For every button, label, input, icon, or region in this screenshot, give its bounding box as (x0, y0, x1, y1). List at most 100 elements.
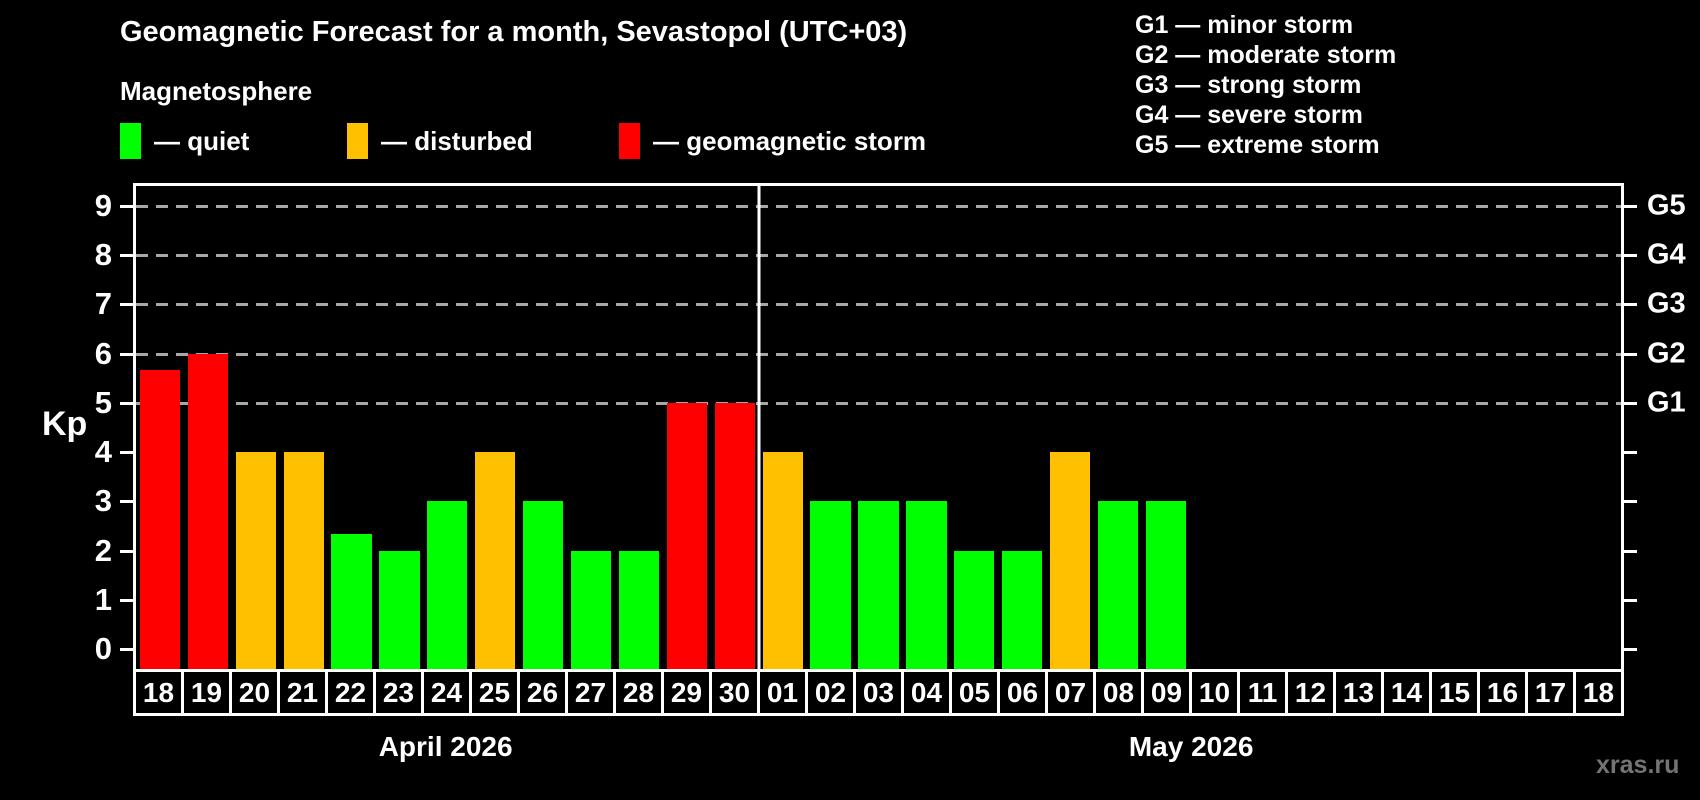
kp-bar (570, 550, 612, 669)
month-label-april: April 2026 (378, 731, 513, 762)
kp-bar (618, 550, 660, 669)
watermark-link[interactable]: xras.ru (1596, 751, 1680, 779)
kp-bar (1145, 501, 1187, 669)
kp-bar (1097, 501, 1139, 669)
g-axis-label: G1 (1647, 386, 1686, 419)
day-label-cell: 29 (664, 672, 712, 713)
chart-title: Geomagnetic Forecast for a month, Sevast… (120, 16, 908, 48)
g-legend-item: G5 — extreme storm (1135, 131, 1380, 159)
y-axis-label: 3 (94, 483, 112, 519)
quiet-swatch-icon (120, 123, 141, 159)
kp-bar (954, 550, 995, 669)
kp-bar (139, 369, 181, 669)
kp-bar (187, 353, 228, 669)
legend-item-storm: — geomagnetic storm (619, 120, 926, 162)
kp-bar (331, 534, 372, 669)
g-axis-label: G5 (1647, 189, 1686, 222)
storm-swatch-icon (619, 123, 640, 159)
g-axis-tick (1624, 303, 1637, 307)
kp-bar (810, 501, 851, 669)
gridline-kp-6 (136, 352, 1621, 356)
day-label-cell: 25 (472, 672, 520, 713)
plot-area: 0 1 2 3 4 5 6 7 8 9 G1 G2 G3 G4 G5 (95, 183, 1686, 669)
kp-bar (858, 501, 899, 669)
y-axis-label: 7 (94, 286, 112, 322)
kp-bar (666, 402, 707, 669)
y-axis-tick (120, 303, 133, 307)
day-label-cell: 09 (1144, 672, 1192, 713)
kp-bar (1049, 452, 1091, 669)
day-label-cell: 21 (280, 672, 328, 713)
g-axis-label: G4 (1647, 238, 1686, 271)
kp-bar (906, 501, 947, 669)
day-label-cell: 01 (760, 672, 808, 713)
y-axis-label: 0 (94, 631, 112, 667)
y-axis-tick (120, 204, 133, 208)
y-axis-label: 2 (94, 532, 112, 568)
day-label-cell: 18 (1582, 676, 1615, 708)
g-legend-item: G2 — moderate storm (1135, 41, 1397, 69)
gridline-kp-9 (136, 204, 1621, 208)
kp-bar (714, 402, 755, 669)
day-label-cell: 14 (1384, 672, 1432, 713)
day-label-cell: 22 (328, 672, 376, 713)
g-axis-tick (1624, 352, 1637, 356)
magnetosphere-legend: — quiet — disturbed — geomagnetic storm (120, 120, 1080, 162)
legend-item-label: — geomagnetic storm (653, 125, 927, 156)
y-axis-tick (120, 599, 133, 602)
y-axis-tick (120, 352, 133, 356)
day-label-cell: 12 (1288, 672, 1336, 713)
legend-item-label: — disturbed (381, 125, 533, 156)
y-axis-label: 4 (94, 434, 112, 470)
legend-item-label: — quiet (154, 125, 250, 156)
y-axis-tick (120, 451, 133, 455)
g-legend-item: G3 — strong storm (1135, 71, 1362, 99)
y-axis-label: 5 (94, 384, 112, 420)
day-label-cell: 20 (232, 672, 280, 713)
y-axis-label: 8 (94, 237, 112, 272)
day-label-cell: 10 (1192, 672, 1240, 713)
day-label-cell: 11 (1240, 672, 1288, 713)
g-axis-tick (1624, 500, 1637, 504)
g-axis-tick (1624, 451, 1637, 455)
day-label-cell: 28 (616, 672, 664, 713)
g-axis-tick (1624, 204, 1637, 208)
day-label-cell: 03 (856, 672, 904, 713)
y-axis-tick (120, 401, 133, 405)
y-axis-label: 9 (94, 187, 112, 223)
kp-bar (523, 501, 564, 669)
g-axis-tick (1624, 401, 1637, 405)
month-separator (757, 186, 761, 669)
day-label-cell: 17 (1528, 672, 1576, 713)
day-label-cell: 04 (904, 672, 952, 713)
kp-axis-title: Kp (42, 405, 88, 443)
day-label-cell: 30 (712, 672, 760, 713)
day-label-cell: 16 (1480, 672, 1528, 713)
day-label-cell: 13 (1336, 672, 1384, 713)
day-label-cell: 24 (424, 672, 472, 713)
disturbed-swatch-icon (347, 123, 368, 159)
g-scale-legend: G1 — minor storm G2 — moderate storm G3 — … (1135, 10, 1396, 160)
y-axis-tick (120, 500, 133, 504)
day-label-cell: 15 (1432, 672, 1480, 713)
chart-subtitle: Magnetosphere (120, 76, 313, 106)
day-label-cell: 26 (520, 672, 568, 713)
kp-bar (235, 452, 276, 669)
y-axis-tick (120, 648, 133, 652)
gridline-kp-5 (136, 401, 1621, 405)
day-label-cell: 27 (568, 672, 616, 713)
y-axis-tick (120, 549, 133, 553)
day-label-cell: 02 (808, 672, 856, 713)
day-label-cell: 08 (1096, 672, 1144, 713)
y-axis-label: 6 (94, 335, 112, 371)
day-label-cell: 23 (376, 672, 424, 713)
y-axis-tick (120, 253, 133, 257)
day-label-cell: 18 (136, 672, 184, 713)
g-legend-item: G4 — severe storm (1135, 101, 1363, 129)
day-label-cell: 07 (1048, 672, 1096, 713)
kp-bar (283, 452, 324, 669)
g-axis-label: G3 (1647, 287, 1686, 320)
day-label-cell: 05 (952, 672, 1000, 713)
day-axis-row: 18 19 20 21 22 23 24 25 26 27 28 29 30 01 02 03 04 05 06 07… (133, 669, 1624, 716)
gridline-kp-8 (136, 253, 1621, 257)
